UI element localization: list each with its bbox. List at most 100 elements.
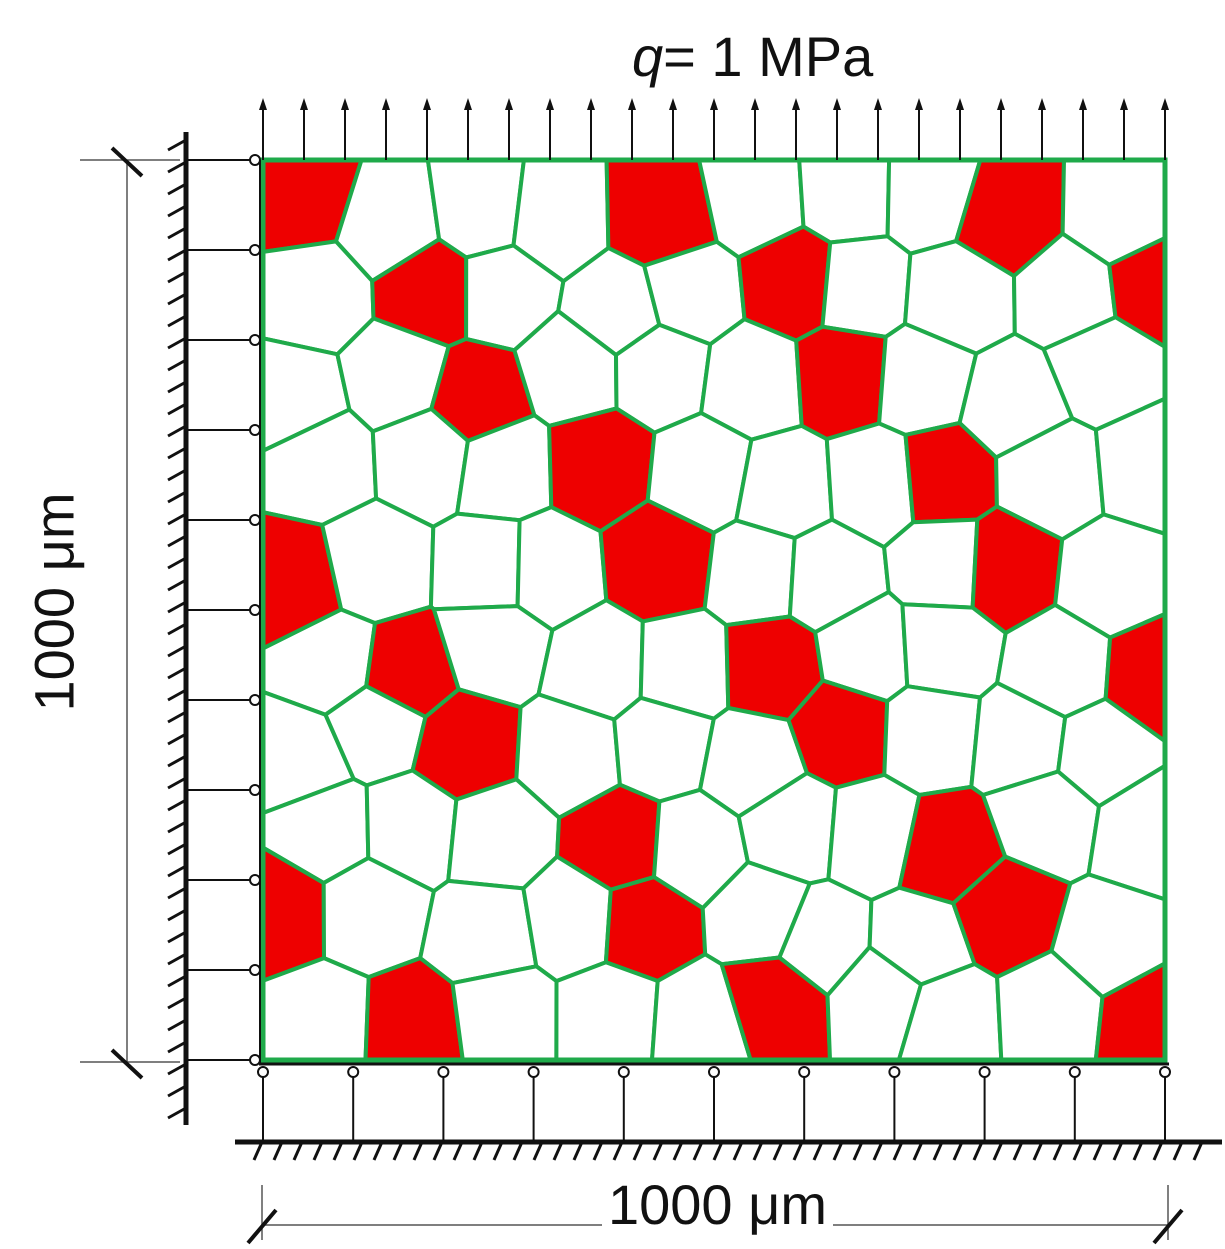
ground-hatch xyxy=(1072,1141,1084,1161)
left-wall-hatch xyxy=(167,336,187,350)
load-arrow-head xyxy=(300,98,308,110)
left-wall-hatch xyxy=(167,1018,187,1032)
left-wall-hatch xyxy=(167,798,187,812)
load-arrow xyxy=(915,98,923,160)
load-arrow-head xyxy=(1079,98,1087,110)
ground-hatch xyxy=(1112,1141,1124,1161)
load-arrow-head xyxy=(1161,98,1169,110)
soft-grain xyxy=(554,960,660,1062)
bottom-roller-pin xyxy=(257,1066,269,1078)
left-wall-hatch xyxy=(167,226,187,240)
load-arrow xyxy=(833,98,841,160)
soft-grain xyxy=(882,684,982,797)
load-arrow-head xyxy=(546,98,554,110)
bottom-roller-pin xyxy=(708,1066,720,1078)
left-roller-pin xyxy=(249,874,261,886)
left-roller xyxy=(186,334,261,346)
bottom-roller-pin xyxy=(617,1066,630,1078)
ground-hatch xyxy=(1172,1141,1184,1161)
soft-grain xyxy=(261,956,371,1062)
left-wall-hatch xyxy=(167,1040,187,1054)
load-value: = 1 MPa xyxy=(663,25,874,88)
height-dimension-label: 1000 μm xyxy=(21,486,87,718)
bottom-roller xyxy=(527,1066,540,1142)
left-wall-hatch xyxy=(167,886,187,900)
left-wall-hatch xyxy=(167,776,187,790)
left-wall-hatch xyxy=(167,952,187,966)
left-wall-hatch xyxy=(167,688,187,702)
load-arrow-head xyxy=(956,98,964,110)
left-wall-hatch xyxy=(167,842,187,856)
left-wall-hatch xyxy=(167,1062,187,1076)
load-arrow-head xyxy=(669,98,677,110)
load-arrow-head xyxy=(833,98,841,110)
bottom-roller xyxy=(617,1066,630,1142)
soft-grain xyxy=(882,517,980,610)
left-wall-hatch xyxy=(167,908,187,922)
load-arrow xyxy=(751,98,759,160)
grain-mesh xyxy=(261,158,1167,1062)
left-wall-hatch xyxy=(167,358,187,372)
ground-hatch xyxy=(712,1141,724,1161)
left-roller xyxy=(186,1054,261,1066)
left-wall-hatch xyxy=(167,974,187,988)
left-roller xyxy=(186,604,261,616)
left-roller-pin xyxy=(249,424,261,436)
ground-hatch xyxy=(372,1141,384,1161)
load-arrow xyxy=(1079,98,1087,160)
ground-hatch xyxy=(912,1141,924,1161)
bottom-roller xyxy=(347,1066,360,1142)
ground-hatch xyxy=(272,1141,284,1161)
load-label: q= 1 MPa xyxy=(632,24,873,89)
load-arrow-head xyxy=(382,98,390,110)
ground-hatch xyxy=(292,1141,304,1161)
left-wall-hatch xyxy=(167,578,187,592)
bottom-roller xyxy=(888,1066,901,1142)
ground-hatch xyxy=(812,1141,824,1161)
left-wall-hatch xyxy=(167,512,187,526)
ground-hatch xyxy=(1012,1141,1024,1161)
bottom-roller xyxy=(798,1066,811,1142)
left-wall-hatch xyxy=(167,864,187,878)
ground-hatch xyxy=(652,1141,664,1161)
ground-hatch xyxy=(792,1141,804,1161)
left-wall-hatch xyxy=(167,446,187,460)
left-roller-pin xyxy=(249,244,261,256)
left-wall-hatch xyxy=(167,644,187,658)
load-arrow xyxy=(505,98,513,160)
left-roller xyxy=(186,424,261,436)
bottom-roller xyxy=(1068,1066,1081,1142)
left-roller-pin xyxy=(249,154,261,166)
ground-hatch xyxy=(572,1141,584,1161)
left-wall-hatch xyxy=(167,182,187,196)
load-arrow xyxy=(464,98,472,160)
left-wall-hatch xyxy=(167,248,187,262)
ground-hatch xyxy=(252,1141,264,1161)
load-arrow-head xyxy=(874,98,882,110)
ground-hatch xyxy=(892,1141,904,1161)
left-roller-pin xyxy=(249,1054,261,1066)
load-arrow xyxy=(792,98,800,160)
height-tick-top xyxy=(110,146,144,178)
soft-grain xyxy=(320,496,436,626)
bottom-roller-pin xyxy=(527,1066,540,1078)
left-roller xyxy=(186,964,261,976)
load-arrow-head xyxy=(1120,98,1128,110)
bottom-roller-support xyxy=(235,1066,1222,1161)
left-wall-hatch xyxy=(167,556,187,570)
load-arrow xyxy=(710,98,718,160)
load-arrow xyxy=(423,98,431,160)
load-arrows xyxy=(259,98,1169,160)
load-arrow xyxy=(997,98,1005,160)
bottom-roller xyxy=(437,1066,450,1142)
left-wall-hatch xyxy=(167,160,187,174)
left-roller xyxy=(186,784,261,796)
load-arrow-head xyxy=(464,98,472,110)
ground-hatch xyxy=(692,1141,704,1161)
bottom-roller-pin xyxy=(1159,1066,1171,1078)
ground-hatch xyxy=(1032,1141,1044,1161)
soft-grain xyxy=(702,518,797,628)
width-tick-left xyxy=(246,1208,278,1245)
bottom-roller-pin xyxy=(347,1066,360,1078)
load-arrow xyxy=(1161,98,1169,160)
